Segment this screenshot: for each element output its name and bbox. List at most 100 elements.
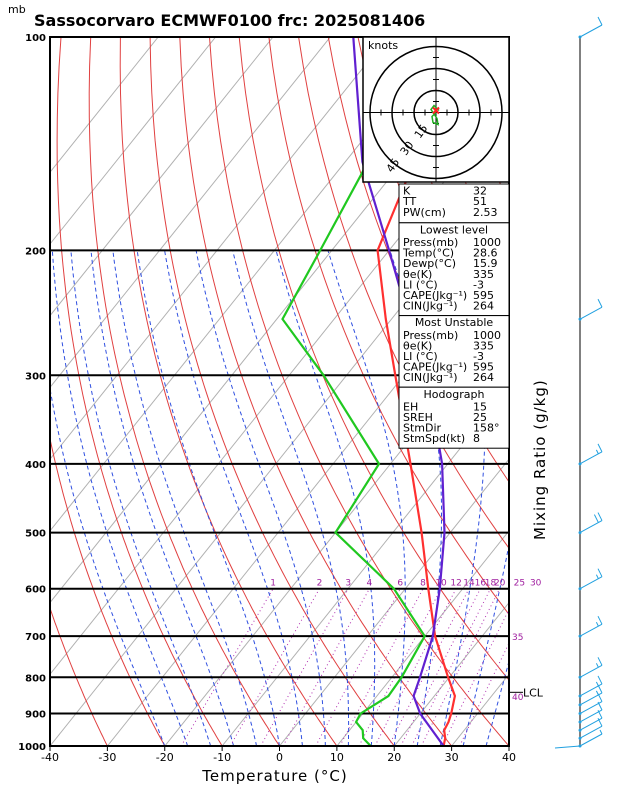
mixing-ratio-line: [282, 588, 370, 746]
index-label: Press(mb): [403, 329, 458, 342]
wind-barb-flag: [595, 681, 599, 687]
temperature-line: [376, 37, 458, 746]
mixing-ratio-line: [229, 588, 320, 746]
wind-barbs: [554, 16, 603, 749]
index-label: PW(cm): [403, 206, 446, 219]
index-label: K: [403, 185, 411, 198]
mixing-ratio-tick-label: 16: [475, 579, 487, 589]
index-label: Temp(°C): [402, 247, 454, 260]
index-label: EH: [403, 400, 418, 413]
isotherm-line: [336, 530, 509, 746]
isotherm-line: [50, 37, 274, 317]
x-tick-label: 30: [445, 751, 459, 764]
mixing-ratio-tick-label: 30: [530, 579, 542, 589]
index-value: 2.53: [473, 206, 498, 219]
wind-barb: [579, 306, 603, 320]
wind-barb-flag: [597, 16, 603, 26]
isotherm-line: [279, 458, 509, 746]
index-label: CIN(Jkg⁻¹): [403, 371, 458, 384]
dry-adiabat-line: [298, 37, 509, 550]
index-value: 15.9: [473, 257, 498, 270]
wind-barb-flag: [597, 615, 603, 625]
x-tick-label: 20: [387, 751, 401, 764]
wind-barb: [554, 745, 581, 749]
index-label: Dewp(°C): [403, 257, 456, 270]
dry-adiabat-line: [119, 37, 338, 746]
index-heading: Hodograph: [424, 388, 485, 401]
wind-barb-flag: [597, 568, 603, 577]
storm-motion-marker: [432, 106, 440, 115]
mixing-ratio-line: [358, 588, 442, 746]
mixing-ratio-tick-label: 4: [367, 579, 373, 589]
index-label: CIN(Jkg⁻¹): [403, 300, 458, 313]
x-tick-label: -40: [41, 751, 59, 764]
wind-barb-flag: [597, 298, 603, 308]
lcl-label: LCL: [523, 686, 544, 699]
dry-adiabat-line: [209, 37, 509, 746]
mixing-ratio-tick-label: 8: [420, 579, 426, 589]
mixing-ratio-tick-label: 2: [317, 579, 323, 589]
x-tick-label: -30: [98, 751, 116, 764]
isotherm-line: [107, 243, 509, 746]
x-tick-label: -10: [213, 751, 231, 764]
index-value: -3: [473, 278, 484, 291]
index-label: TT: [402, 195, 417, 208]
dry-adiabat-line: [238, 37, 509, 681]
index-value: 15: [473, 400, 487, 413]
dry-adiabat-line: [50, 436, 166, 746]
wind-barb: [579, 725, 603, 739]
wind-barb-flag: [595, 621, 599, 627]
mixing-ratio-line: [315, 588, 401, 746]
index-block: [398, 315, 510, 388]
wind-barb-flag: [595, 690, 599, 696]
index-heading: Most Unstable: [415, 316, 494, 329]
pressure-tick-label: 200: [25, 246, 46, 257]
index-value: 335: [473, 268, 494, 281]
index-value: 158°: [473, 422, 500, 435]
mixing-ratio-tick-label: 25: [514, 579, 525, 589]
index-value: 1000: [473, 329, 501, 342]
index-label: SREH: [403, 411, 433, 424]
wind-barb: [579, 717, 603, 731]
isotherm-line: [50, 37, 446, 532]
index-label: θe(K): [403, 268, 432, 281]
isotherm-line: [393, 601, 509, 746]
dewpoint-line: [281, 37, 435, 746]
index-value: 28.6: [473, 247, 498, 260]
wind-barb-flag: [595, 663, 599, 668]
index-heading: Lowest level: [420, 223, 488, 236]
index-value: 8: [473, 432, 480, 445]
moist-adiabat-line: [112, 250, 258, 746]
pressure-tick-label: 800: [25, 673, 46, 684]
index-value: 264: [473, 371, 494, 384]
mixing-ratio-tick-label: 40: [512, 693, 524, 703]
dry-adiabat-line: [566, 37, 618, 746]
index-block: [398, 386, 510, 449]
wind-barb-flag: [597, 443, 603, 453]
wind-barb: [579, 709, 603, 723]
index-value: 1000: [473, 236, 501, 249]
x-tick-label: -20: [156, 751, 174, 764]
mixing-ratio-line: [374, 588, 457, 746]
wind-barb: [579, 701, 603, 714]
index-label: CAPE(Jkg⁻¹): [403, 361, 467, 374]
mixing-ratio-label: Mixing Ratio (g/kg): [531, 379, 549, 540]
dry-adiabat-line: [50, 606, 108, 746]
moist-adiabat-line: [195, 250, 326, 746]
wind-barb-flag: [597, 657, 603, 666]
index-block: [398, 222, 510, 317]
mixing-ratio-line: [339, 588, 424, 746]
dry-adiabat-line: [596, 37, 618, 746]
mixing-ratio-tick-label: 1: [270, 579, 276, 589]
pressure-tick-label: 100: [25, 33, 46, 44]
index-label: LI (°C): [403, 278, 438, 291]
dry-adiabat-line: [88, 37, 280, 746]
moist-adiabat-line: [90, 250, 235, 746]
index-label: LI (°C): [403, 350, 438, 363]
pressure-tick-label: 500: [25, 529, 46, 540]
index-label: Press(mb): [403, 236, 458, 249]
isotherm-line: [50, 37, 389, 460]
pressure-tick-label: 1000: [18, 742, 46, 753]
